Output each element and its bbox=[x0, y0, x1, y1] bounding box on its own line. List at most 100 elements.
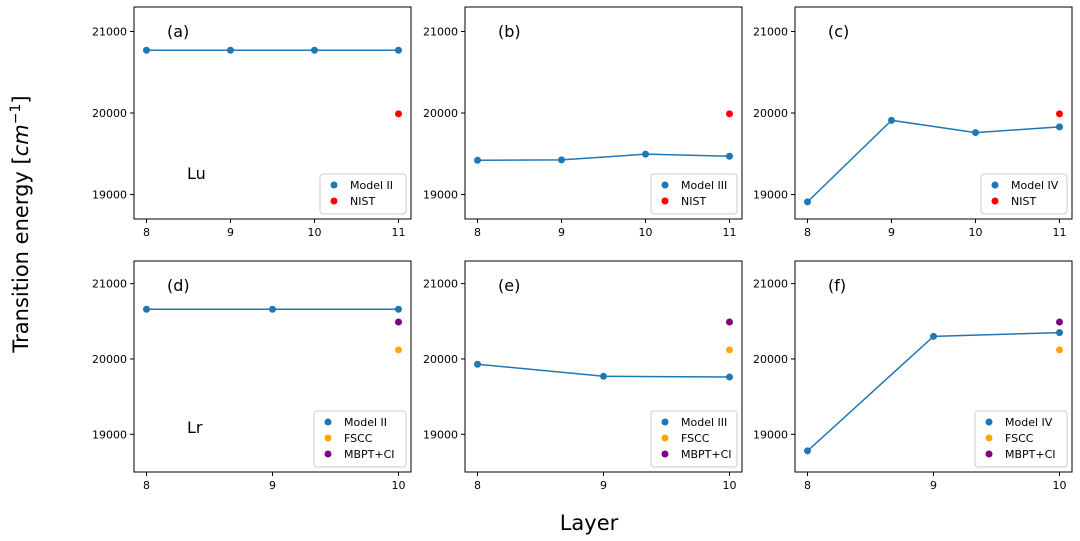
data-point bbox=[227, 46, 234, 54]
data-point bbox=[1056, 318, 1063, 326]
y-tick-label: 20000 bbox=[423, 107, 458, 120]
data-point bbox=[311, 46, 318, 54]
legend-marker bbox=[330, 181, 338, 189]
y-tick-label: 20000 bbox=[92, 107, 127, 120]
panel-e: 19000 20000 21000 8 9 10 (e) Model III FSCC MBPT+… bbox=[423, 260, 743, 492]
legend-box bbox=[980, 173, 1068, 215]
data-point bbox=[395, 318, 402, 326]
data-point bbox=[269, 305, 276, 313]
x-tick-label: 11 bbox=[723, 226, 737, 239]
panel-label: (e) bbox=[498, 276, 520, 295]
data-point bbox=[804, 447, 811, 455]
panel-f: 19000 20000 21000 8 9 10 (f) Model IV FSCC MBPT+C… bbox=[753, 260, 1073, 492]
data-point bbox=[1056, 110, 1063, 118]
y-tick-label: 19000 bbox=[423, 428, 458, 441]
x-tick-label: 8 bbox=[804, 479, 811, 492]
data-point bbox=[395, 110, 402, 118]
y-tick-label: 19000 bbox=[753, 428, 788, 441]
legend-box bbox=[974, 410, 1068, 468]
x-tick-label: 10 bbox=[639, 226, 653, 239]
legend: Model II NIST bbox=[319, 173, 407, 215]
x-tick-label: 8 bbox=[474, 226, 481, 239]
legend-marker bbox=[661, 418, 669, 426]
data-point bbox=[888, 116, 895, 124]
x-tick-label: 8 bbox=[143, 479, 150, 492]
x-tick-label: 9 bbox=[888, 226, 895, 239]
legend: Model III NIST bbox=[650, 173, 738, 215]
panel-c: 19000 20000 21000 8 9 10 11 (c) Model IV NIST bbox=[753, 6, 1073, 239]
legend-marker bbox=[324, 450, 332, 458]
legend-label: FSCC bbox=[681, 432, 710, 445]
x-tick-label: 9 bbox=[227, 226, 234, 239]
x-tick-label: 9 bbox=[558, 226, 565, 239]
legend-label: Model IV bbox=[1005, 416, 1053, 429]
legend-marker bbox=[324, 434, 332, 442]
data-point bbox=[726, 346, 733, 354]
element-label: Lu bbox=[187, 164, 206, 183]
legend-label: MBPT+CI bbox=[681, 448, 732, 461]
legend-label: NIST bbox=[1011, 195, 1036, 208]
x-tick-label: 9 bbox=[600, 479, 607, 492]
legend-label: MBPT+CI bbox=[1005, 448, 1056, 461]
data-point bbox=[474, 360, 481, 368]
legend-marker bbox=[661, 450, 669, 458]
panel-label: (b) bbox=[498, 22, 521, 41]
data-point bbox=[395, 46, 402, 54]
data-point bbox=[1056, 346, 1063, 354]
x-tick-label: 8 bbox=[474, 479, 481, 492]
y-tick-label: 21000 bbox=[753, 278, 788, 291]
y-tick-label: 20000 bbox=[753, 353, 788, 366]
legend-label: Model III bbox=[681, 416, 727, 429]
x-tick-label: 10 bbox=[308, 226, 322, 239]
legend-marker bbox=[985, 418, 993, 426]
legend-label: MBPT+CI bbox=[344, 448, 395, 461]
legend-label: Model IV bbox=[1011, 179, 1059, 192]
legend-marker bbox=[991, 197, 999, 205]
data-point bbox=[930, 332, 937, 340]
legend-marker bbox=[985, 450, 993, 458]
y-tick-label: 19000 bbox=[753, 189, 788, 202]
panel-a: 19000 20000 21000 8 9 10 11 (a) Lu Model II NIST bbox=[92, 6, 412, 239]
y-tick-label: 20000 bbox=[753, 107, 788, 120]
legend-box bbox=[319, 173, 407, 215]
legend-marker bbox=[661, 197, 669, 205]
x-tick-label: 9 bbox=[930, 479, 937, 492]
panel-b: 19000 20000 21000 8 9 10 11 (b) Model III NIST bbox=[423, 6, 743, 239]
legend: Model IV NIST bbox=[980, 173, 1068, 215]
legend-box bbox=[313, 410, 407, 468]
x-tick-label: 8 bbox=[804, 226, 811, 239]
data-point bbox=[474, 156, 481, 164]
y-tick-label: 19000 bbox=[423, 189, 458, 202]
data-point bbox=[726, 110, 733, 118]
y-tick-label: 21000 bbox=[423, 25, 458, 38]
panel-label: (c) bbox=[828, 22, 849, 41]
legend-label: FSCC bbox=[344, 432, 373, 445]
series-line bbox=[806, 119, 1060, 203]
element-label: Lr bbox=[187, 418, 203, 437]
legend-label: Model II bbox=[344, 416, 387, 429]
y-axis-label: Transition energy [cm−1] bbox=[8, 95, 33, 353]
data-point bbox=[600, 372, 607, 380]
y-tick-label: 19000 bbox=[92, 189, 127, 202]
legend-box bbox=[650, 410, 738, 468]
data-point bbox=[726, 318, 733, 326]
x-tick-label: 10 bbox=[969, 226, 983, 239]
legend-marker bbox=[661, 181, 669, 189]
panel-label: (f) bbox=[828, 276, 846, 295]
data-point bbox=[143, 46, 150, 54]
x-tick-label: 11 bbox=[392, 226, 406, 239]
legend-label: Model II bbox=[350, 179, 393, 192]
data-point bbox=[1056, 123, 1063, 131]
y-tick-label: 19000 bbox=[92, 428, 127, 441]
data-point bbox=[143, 305, 150, 313]
series-line bbox=[477, 153, 730, 162]
data-point bbox=[726, 373, 733, 381]
data-point bbox=[642, 150, 649, 158]
data-point bbox=[558, 156, 565, 164]
legend-label: Model III bbox=[681, 179, 727, 192]
panel-label: (a) bbox=[167, 22, 189, 41]
legend-label: FSCC bbox=[1005, 432, 1034, 445]
legend: Model III FSCC MBPT+CI bbox=[650, 410, 738, 468]
panel-d: 19000 20000 21000 8 9 10 (d) Lr Model II FSCC MBPT… bbox=[92, 260, 412, 492]
